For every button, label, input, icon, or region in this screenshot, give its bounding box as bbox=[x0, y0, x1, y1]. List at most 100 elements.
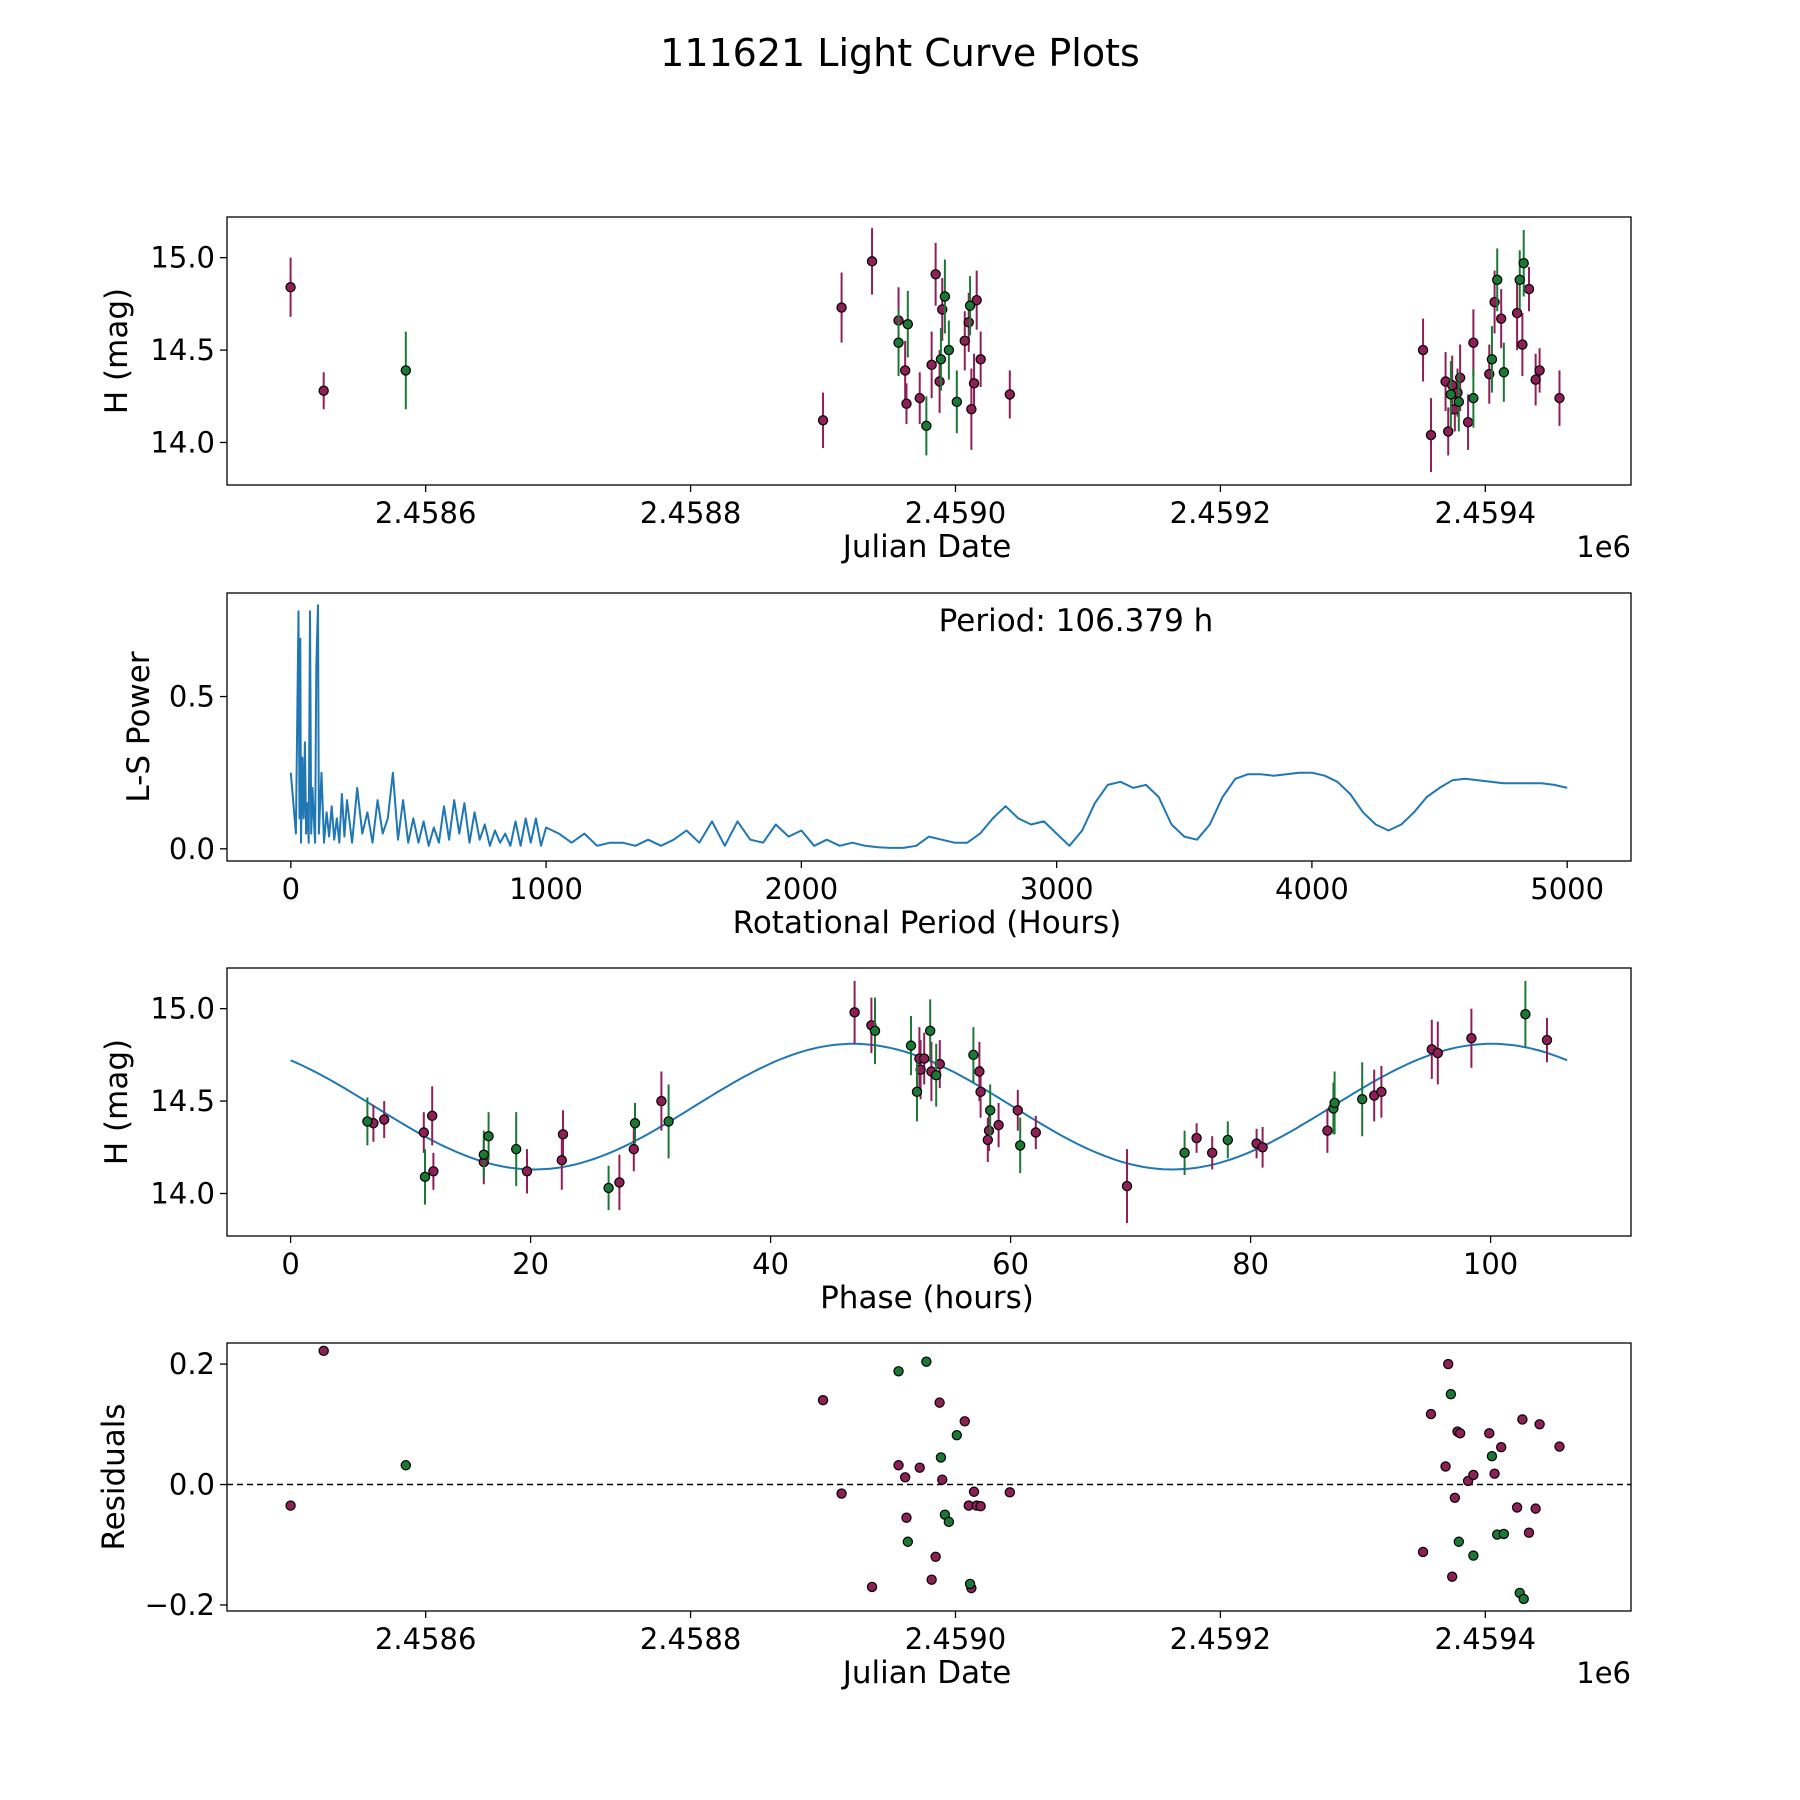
raw-point-band_a bbox=[1534, 365, 1545, 376]
residuals-y-tick-label: −0.2 bbox=[145, 1588, 215, 1622]
residuals-point-band_a bbox=[1484, 1428, 1495, 1439]
raw-point-band_a bbox=[899, 365, 911, 376]
residuals-point-band_a bbox=[866, 1581, 878, 1593]
raw-point-band_a bbox=[836, 302, 847, 313]
raw-point-band_b bbox=[943, 344, 955, 356]
residuals-point-band_a bbox=[975, 1501, 986, 1512]
residuals-point-band_a bbox=[930, 1551, 941, 1562]
raw-point-band_a bbox=[1425, 429, 1437, 441]
phased-x-tick-label: 0 bbox=[281, 1247, 299, 1281]
raw-point-band_a bbox=[1004, 389, 1015, 400]
residuals-x-offset-label: 1e6 bbox=[1576, 1656, 1631, 1690]
residuals-x-axis-label: Julian Date bbox=[841, 1655, 1012, 1691]
residuals-point-band_a bbox=[836, 1488, 847, 1499]
residuals-point-band_a bbox=[1417, 1546, 1429, 1558]
raw-point-band_a bbox=[817, 415, 829, 426]
phased-point-band_a bbox=[974, 1066, 985, 1077]
residuals-point-band_a bbox=[1425, 1408, 1437, 1420]
residuals-point-band_a bbox=[817, 1395, 829, 1406]
raw-point-band_a bbox=[1462, 416, 1474, 428]
raw-x-offset-label: 1e6 bbox=[1576, 530, 1631, 564]
residuals-point-band_a bbox=[893, 1460, 904, 1471]
raw-point-band_a bbox=[959, 335, 970, 347]
residuals-point-band_a bbox=[1446, 1571, 1458, 1582]
raw-point-band_b bbox=[902, 319, 914, 330]
raw-point-band_a bbox=[1530, 374, 1541, 385]
raw-point-band_a bbox=[866, 256, 878, 267]
periodogram-x-tick-label: 4000 bbox=[1275, 872, 1349, 906]
phased-point-band_b bbox=[511, 1143, 522, 1155]
raw-point-band_a bbox=[930, 269, 941, 280]
periodogram-x-tick-label: 0 bbox=[282, 872, 300, 906]
phased-point-band_a bbox=[428, 1166, 439, 1177]
raw-point-band_a bbox=[934, 376, 945, 387]
periodogram-y-tick-label: 0.5 bbox=[169, 680, 215, 714]
periodogram-x-tick-label: 1000 bbox=[509, 872, 583, 906]
residuals-point-band_b bbox=[1445, 1388, 1457, 1400]
periodogram-panel: Period: 106.379 h Rotational Period (Hou… bbox=[121, 592, 1632, 941]
raw-point-band_a bbox=[1511, 307, 1523, 319]
raw-point-band_b bbox=[400, 365, 412, 376]
phased-y-tick-label: 14.5 bbox=[150, 1084, 215, 1118]
residuals-point-band_b bbox=[964, 1578, 976, 1590]
phased-point-band_a bbox=[993, 1119, 1004, 1131]
residuals-point-band_a bbox=[1517, 1414, 1528, 1425]
phased-plot-frame bbox=[226, 967, 1632, 1237]
phased-point-band_a bbox=[556, 1155, 568, 1166]
phased-point-band_b bbox=[925, 1025, 936, 1037]
periodogram-power-line bbox=[289, 604, 1568, 849]
raw-point-band_b bbox=[921, 420, 932, 432]
raw-point-band_a bbox=[971, 294, 982, 306]
residuals-x-tick-label: 2.4590 bbox=[905, 1622, 1006, 1656]
periodogram-y-tick-label: 0.0 bbox=[169, 832, 215, 866]
residuals-point-band_b bbox=[943, 1516, 955, 1528]
raw-point-band_b bbox=[939, 291, 951, 302]
phased-point-band_b bbox=[483, 1130, 494, 1142]
phased-point-band_b bbox=[1356, 1094, 1368, 1105]
periodogram-plot-frame bbox=[226, 592, 1632, 862]
phased-point-band_b bbox=[629, 1118, 641, 1129]
residuals-point-band_a bbox=[1511, 1502, 1523, 1513]
phased-point-band_a bbox=[1257, 1142, 1268, 1153]
phased-point-band_b bbox=[419, 1171, 431, 1183]
residuals-x-tick-label: 2.4586 bbox=[375, 1622, 476, 1656]
phased-point-band_a bbox=[1466, 1033, 1477, 1044]
residuals-point-band_a bbox=[899, 1472, 911, 1483]
phased-point-band_b bbox=[911, 1086, 923, 1098]
phased-point-band_a bbox=[379, 1114, 390, 1125]
phased-point-band_a bbox=[1206, 1147, 1218, 1159]
raw-point-band_b bbox=[1492, 274, 1503, 286]
raw-point-band_b bbox=[1514, 274, 1525, 286]
phased-point-band_a bbox=[982, 1134, 994, 1146]
raw-point-band_a bbox=[285, 282, 296, 293]
phased-point-band_b bbox=[603, 1182, 614, 1194]
raw-x-tick-label: 2.4588 bbox=[640, 496, 741, 530]
residuals-point-band_a bbox=[285, 1500, 296, 1511]
residuals-point-band_a bbox=[926, 1574, 937, 1585]
residuals-panel: Julian Date Residuals 1e6 2.4586 2.4588 2.… bbox=[96, 1342, 1632, 1691]
phased-x-tick-label: 80 bbox=[1232, 1247, 1269, 1281]
residuals-point-band_b bbox=[935, 1452, 947, 1463]
residuals-point-band_b bbox=[1486, 1451, 1498, 1462]
phased-point-band_a bbox=[628, 1143, 640, 1155]
raw-point-band_a bbox=[975, 354, 986, 365]
phased-point-band_a bbox=[1191, 1132, 1202, 1144]
raw-point-band_a bbox=[901, 398, 912, 409]
raw-point-band_b bbox=[1468, 392, 1479, 404]
phased-x-tick-label: 60 bbox=[992, 1247, 1029, 1281]
residuals-point-band_a bbox=[1468, 1469, 1479, 1481]
raw-point-band_a bbox=[1554, 392, 1565, 404]
raw-point-band_b bbox=[964, 300, 976, 311]
residuals-point-band_a bbox=[1489, 1468, 1500, 1479]
phased-light-curve-panel: Phase (hours) H (mag) 0 20 40 60 80 100 14.0 14… bbox=[99, 967, 1632, 1316]
raw-point-band_a bbox=[968, 378, 980, 389]
phased-point-band_b bbox=[1329, 1097, 1340, 1109]
residuals-point-band_a bbox=[937, 1474, 948, 1485]
raw-point-band_a bbox=[926, 359, 937, 371]
raw-point-band_b bbox=[951, 396, 963, 408]
phased-point-band_b bbox=[1015, 1140, 1026, 1151]
raw-point-band_a bbox=[1417, 344, 1429, 356]
residuals-point-band_a bbox=[1443, 1358, 1454, 1370]
phased-point-band_b bbox=[931, 1069, 942, 1081]
raw-plot-frame bbox=[226, 216, 1632, 486]
